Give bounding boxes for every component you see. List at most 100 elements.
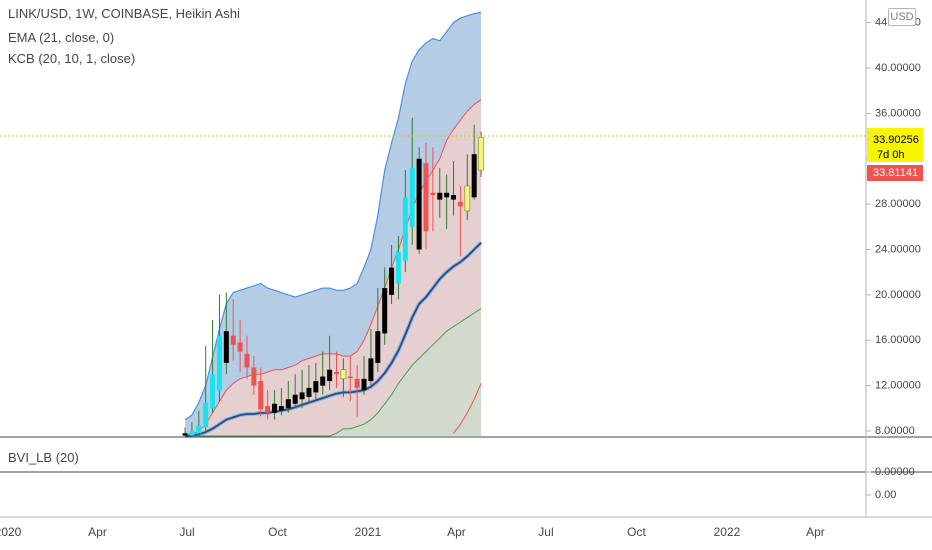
kc-upper-line (184, 11, 482, 421)
candle-body (402, 197, 408, 261)
currency-badge[interactable]: USD (888, 8, 916, 26)
candle-body (464, 185, 471, 212)
heikin-ashi-candles (182, 117, 484, 436)
candle-body (258, 381, 264, 410)
candle-body (444, 192, 450, 198)
ema-line (184, 242, 482, 437)
candle-body (451, 195, 457, 200)
candle-body (437, 192, 443, 200)
candle (457, 185, 463, 257)
candle (444, 174, 450, 230)
bvi-legend[interactable]: BVI_LB (20) (8, 450, 79, 465)
lower-band-fill (185, 308, 482, 436)
price-tick-label: 8.00000 (875, 425, 915, 437)
candle (382, 267, 388, 345)
candle-body (292, 394, 298, 404)
time-tick-label: Oct (627, 525, 646, 539)
kc-mid-line (184, 99, 482, 436)
last-price-value: 33.90256 (873, 134, 919, 146)
candle-body (354, 378, 360, 388)
candle-body (196, 425, 202, 434)
candle-body (299, 392, 305, 400)
candle (313, 362, 319, 400)
time-tick-label: Apr (806, 525, 825, 539)
time-tick-label: 2021 (355, 525, 382, 539)
candle-body (327, 369, 333, 382)
candle-body (347, 376, 353, 379)
last-price-tag: 33.90256 7d 0h (867, 128, 923, 162)
candle (464, 154, 471, 221)
bar-countdown: 7d 0h (877, 149, 905, 161)
time-tick-label: Apr (447, 525, 466, 539)
symbol-legend[interactable]: LINK/USD, 1W, COINBASE, Heikin Ashi (8, 6, 240, 21)
candle-body (189, 431, 195, 436)
candle-body (244, 353, 250, 368)
price-tick-label: 36.00000 (875, 107, 921, 119)
ema-legend[interactable]: EMA (21, close, 0) (8, 30, 115, 45)
candle (347, 356, 353, 402)
price-tick-label: 16.00000 (875, 334, 921, 346)
candle-body (395, 251, 401, 284)
candle-body (471, 154, 477, 198)
time-tick-label: Oct (268, 525, 287, 539)
kc-lower-line (185, 308, 482, 437)
candle-body (333, 372, 339, 375)
candle (223, 292, 229, 375)
time-tick-label: Jul (179, 525, 194, 539)
kcb-legend[interactable]: KCB (20, 10, 1, close) (8, 51, 136, 66)
upper-band-fill (185, 12, 482, 436)
candle (182, 427, 188, 436)
candle-body (313, 381, 319, 393)
candle (251, 356, 257, 395)
candle (340, 358, 347, 397)
kc-lower2-line (453, 383, 482, 434)
price-tick-label: 40.00000 (875, 62, 921, 74)
candle-body (210, 374, 216, 409)
candle (237, 319, 243, 373)
candle (471, 124, 477, 200)
candle (478, 131, 484, 177)
candle (354, 365, 360, 418)
candle-body (430, 192, 436, 196)
candle-body (457, 201, 463, 207)
time-tick-label: Apr (88, 525, 107, 539)
candle-body (230, 335, 236, 345)
candle-body (182, 433, 188, 436)
price-tick-label: 12.00000 (875, 380, 921, 392)
candle (230, 299, 236, 361)
candle (196, 410, 202, 436)
candle (203, 345, 209, 431)
candle (368, 328, 374, 386)
candle (437, 167, 443, 218)
candle (361, 356, 367, 395)
ema-value-tag: 33.81141 (867, 165, 923, 181)
candle-body (203, 402, 209, 428)
indicator-tick-label: 0.00000 (875, 466, 915, 478)
candle (320, 351, 326, 395)
candle-body (285, 399, 291, 409)
candle-body (272, 403, 278, 413)
candle (333, 351, 339, 388)
candle (216, 294, 222, 402)
candle (265, 390, 271, 420)
candle (306, 365, 312, 404)
candle-body (416, 158, 422, 250)
price-tick-label: 28.00000 (875, 198, 921, 210)
candle (451, 161, 457, 216)
candle (258, 367, 264, 417)
time-axis[interactable]: 2020 Apr Jul Oct 2021 Apr Jul Oct 2022 Apr (0, 525, 825, 539)
candle-body (320, 376, 326, 386)
candle-body (478, 136, 484, 171)
candle (423, 142, 429, 250)
candle-body (278, 406, 284, 411)
time-tick-label: Jul (538, 525, 553, 539)
candle (389, 244, 395, 304)
candle-body (306, 387, 312, 397)
candle-body (361, 378, 367, 391)
candle (395, 235, 401, 300)
candle-body (340, 369, 347, 380)
price-tick-label: 20.00000 (875, 289, 921, 301)
candle-body (375, 331, 381, 363)
candle (189, 421, 195, 436)
